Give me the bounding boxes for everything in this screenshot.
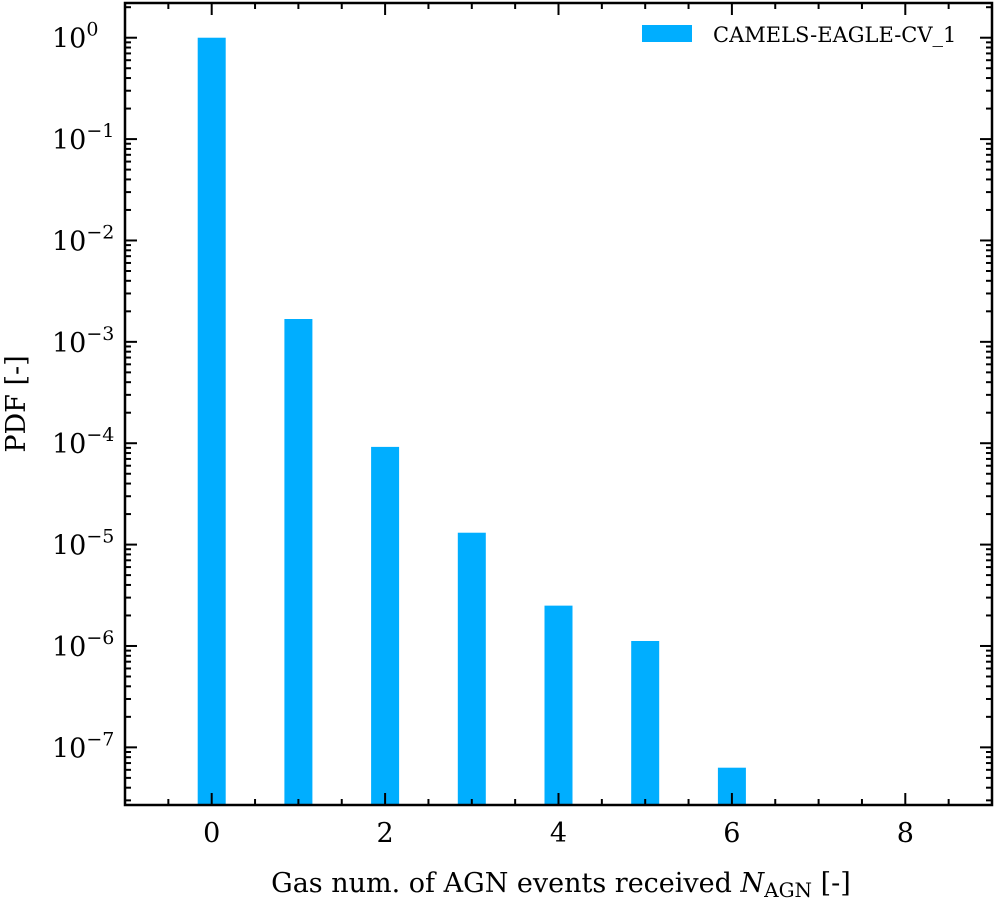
bar-3 — [457, 532, 486, 805]
x-axis-title: Gas num. of AGN events received NAGN [-] — [271, 868, 851, 900]
y-tick-label: 10−3 — [52, 323, 114, 359]
y-axis-title: PDF [-] — [1, 355, 32, 452]
x-tick-label: 0 — [203, 818, 220, 849]
bar-0 — [197, 37, 226, 806]
y-tick-label: 10−1 — [52, 120, 114, 156]
legend-swatch — [642, 25, 692, 42]
y-tick-label: 10−5 — [52, 526, 114, 562]
y-tick-label: 10−2 — [52, 221, 114, 257]
x-tick-labels: 0 2 4 6 8 — [203, 818, 914, 849]
y-tick-label: 100 — [52, 19, 98, 55]
y-tick-label: 10−6 — [52, 627, 114, 663]
bar-2 — [371, 446, 400, 805]
x-tick-label: 4 — [550, 818, 567, 849]
y-tick-label: 10−7 — [52, 728, 114, 764]
plot-frame — [123, 1, 994, 807]
y-tick-label: 10−4 — [52, 424, 114, 460]
y-tick-labels: 100 10−1 10−2 10−3 10−4 10−5 10−6 10−7 — [52, 19, 114, 765]
x-tick-label: 8 — [897, 818, 914, 849]
x-tick-label: 2 — [377, 818, 394, 849]
bar-5 — [631, 640, 660, 805]
legend-label: CAMELS-EAGLE-CV_1 — [713, 23, 956, 47]
bar-series — [197, 37, 746, 806]
bar-1 — [284, 319, 313, 805]
bar-4 — [544, 605, 573, 805]
legend: CAMELS-EAGLE-CV_1 — [642, 23, 956, 47]
x-tick-label: 6 — [723, 818, 740, 849]
